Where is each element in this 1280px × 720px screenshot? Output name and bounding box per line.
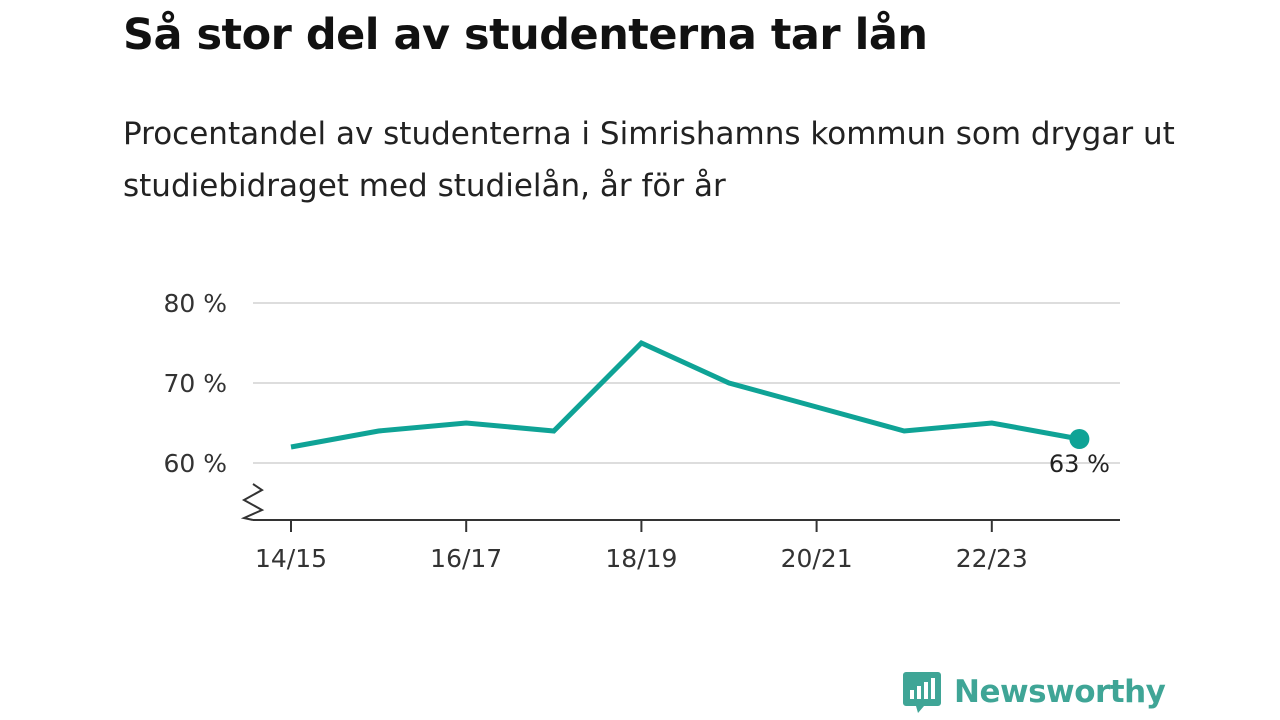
brand-name: Newsworthy [954,674,1166,710]
end-point-marker [1069,429,1090,449]
x-tick-label: 22/23 [956,544,1028,573]
x-tick-label: 18/19 [605,544,677,573]
brand-logo: Newsworthy [902,670,1166,714]
series-line [290,340,1080,450]
x-tick-label: 20/21 [781,544,853,573]
y-axis-ticks: 60 % 70 % 80 % [163,289,227,478]
newsworthy-logo-icon [903,672,941,713]
y-tick-label: 70 % [163,369,227,398]
gridlines [253,302,1120,464]
chart-title: Så stor del av studenterna tar lån [123,10,928,60]
x-tick-label: 16/17 [430,544,502,573]
x-tick-label: 14/15 [255,544,327,573]
x-axis [240,483,1120,521]
series: 63 % [290,340,1110,478]
y-tick-label: 80 % [163,289,227,318]
y-axis-break-icon [240,483,265,521]
end-value-label: 63 % [1049,450,1110,478]
x-axis-ticks: 14/15 16/17 18/19 20/21 22/23 [255,520,1028,573]
chart-subtitle: Procentandel av studenterna i Simrishamn… [123,116,1175,204]
y-tick-label: 60 % [163,449,227,478]
